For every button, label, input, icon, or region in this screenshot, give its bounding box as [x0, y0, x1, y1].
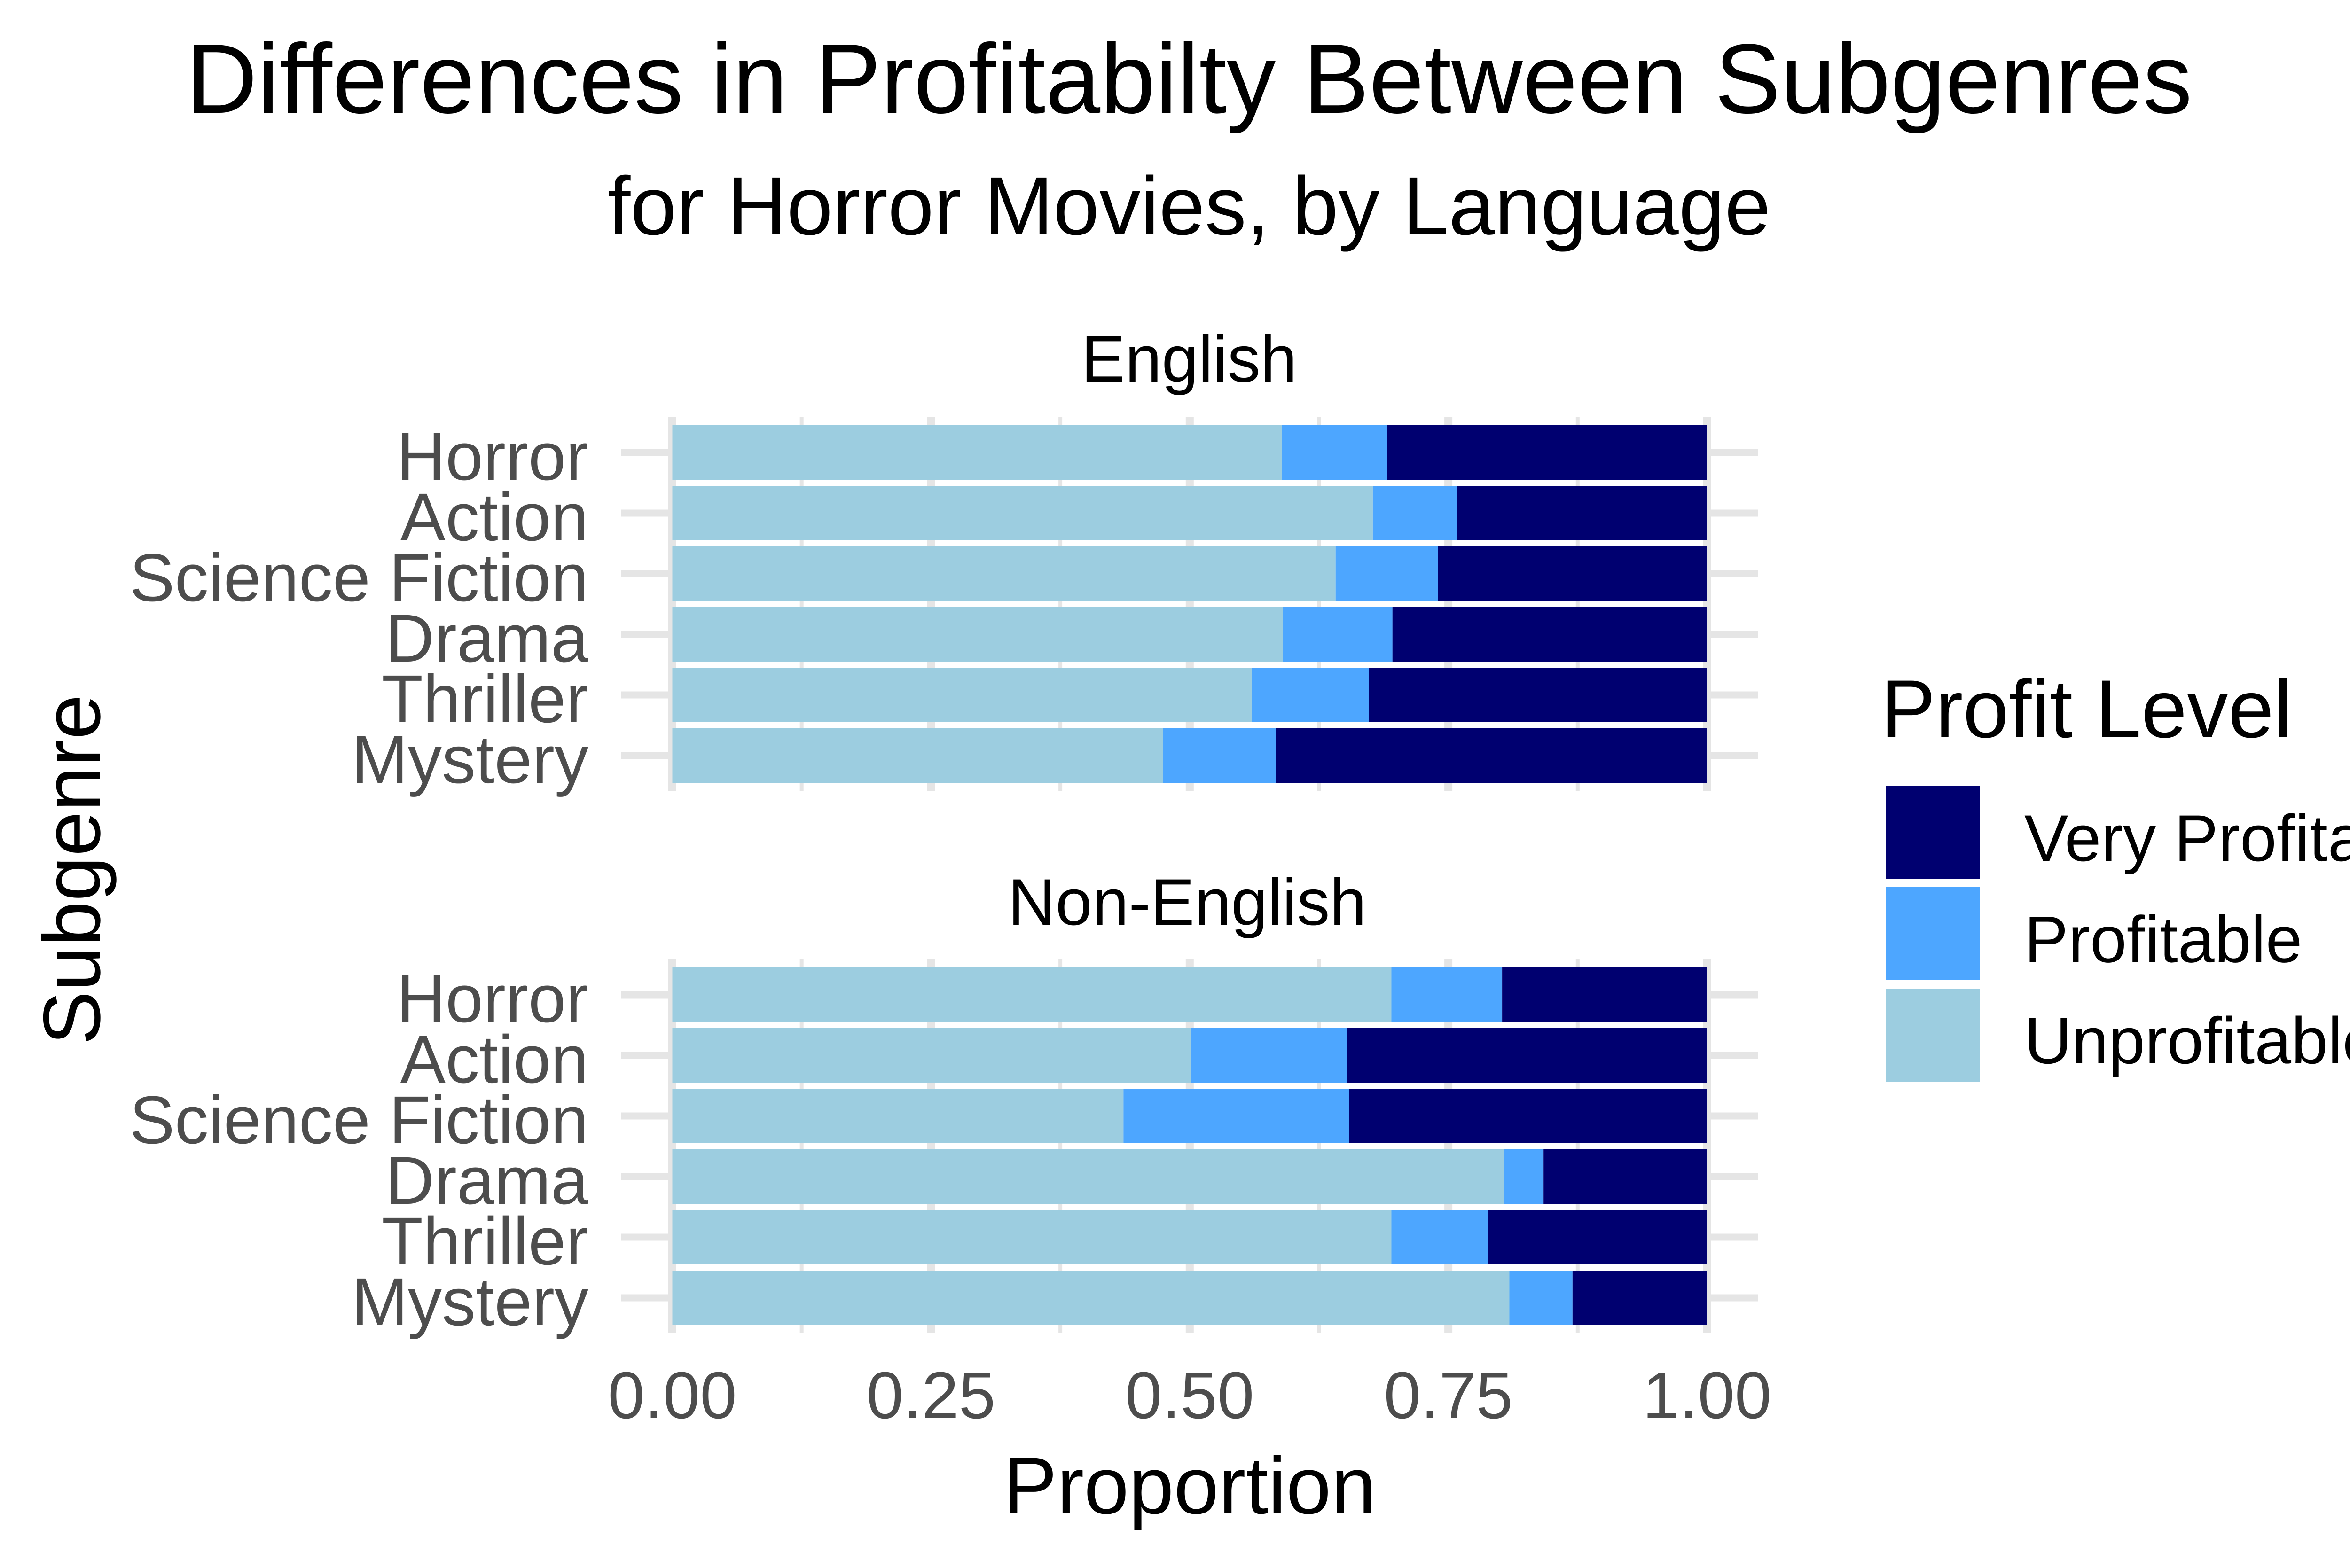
svg-text:Horror: Horror: [397, 419, 588, 494]
svg-text:Unprofitable: Unprofitable: [2024, 1004, 2350, 1077]
svg-text:1.00: 1.00: [1643, 1358, 1771, 1432]
svg-text:Mystery: Mystery: [352, 722, 588, 797]
svg-text:Non-English: Non-English: [1008, 865, 1367, 939]
svg-text:Science Fiction: Science Fiction: [130, 540, 588, 616]
svg-text:Science Fiction: Science Fiction: [130, 1082, 588, 1158]
svg-text:Very Profitable: Very Profitable: [2024, 801, 2350, 875]
svg-text:Drama: Drama: [385, 1143, 589, 1218]
svg-text:Profit Level: Profit Level: [1881, 663, 2292, 755]
svg-text:Thriller: Thriller: [382, 661, 588, 737]
svg-text:Proportion: Proportion: [1003, 1441, 1376, 1531]
svg-text:Action: Action: [400, 1022, 588, 1097]
svg-text:for Horror Movies, by Language: for Horror Movies, by Language: [608, 160, 1771, 252]
svg-text:English: English: [1081, 322, 1297, 396]
svg-text:Horror: Horror: [397, 961, 588, 1037]
svg-text:Thriller: Thriller: [382, 1203, 588, 1279]
svg-text:0.25: 0.25: [867, 1358, 995, 1432]
svg-text:Profitable: Profitable: [2024, 903, 2302, 976]
svg-text:Mystery: Mystery: [352, 1264, 588, 1340]
svg-text:0.00: 0.00: [608, 1358, 736, 1432]
svg-text:Differences in Profitabilty Be: Differences in Profitabilty Between Subg…: [186, 23, 2193, 134]
svg-text:Drama: Drama: [385, 601, 589, 676]
svg-text:0.75: 0.75: [1384, 1358, 1512, 1432]
svg-text:Subgenre: Subgenre: [27, 694, 117, 1045]
svg-text:Action: Action: [400, 479, 588, 555]
svg-text:0.50: 0.50: [1125, 1358, 1254, 1432]
